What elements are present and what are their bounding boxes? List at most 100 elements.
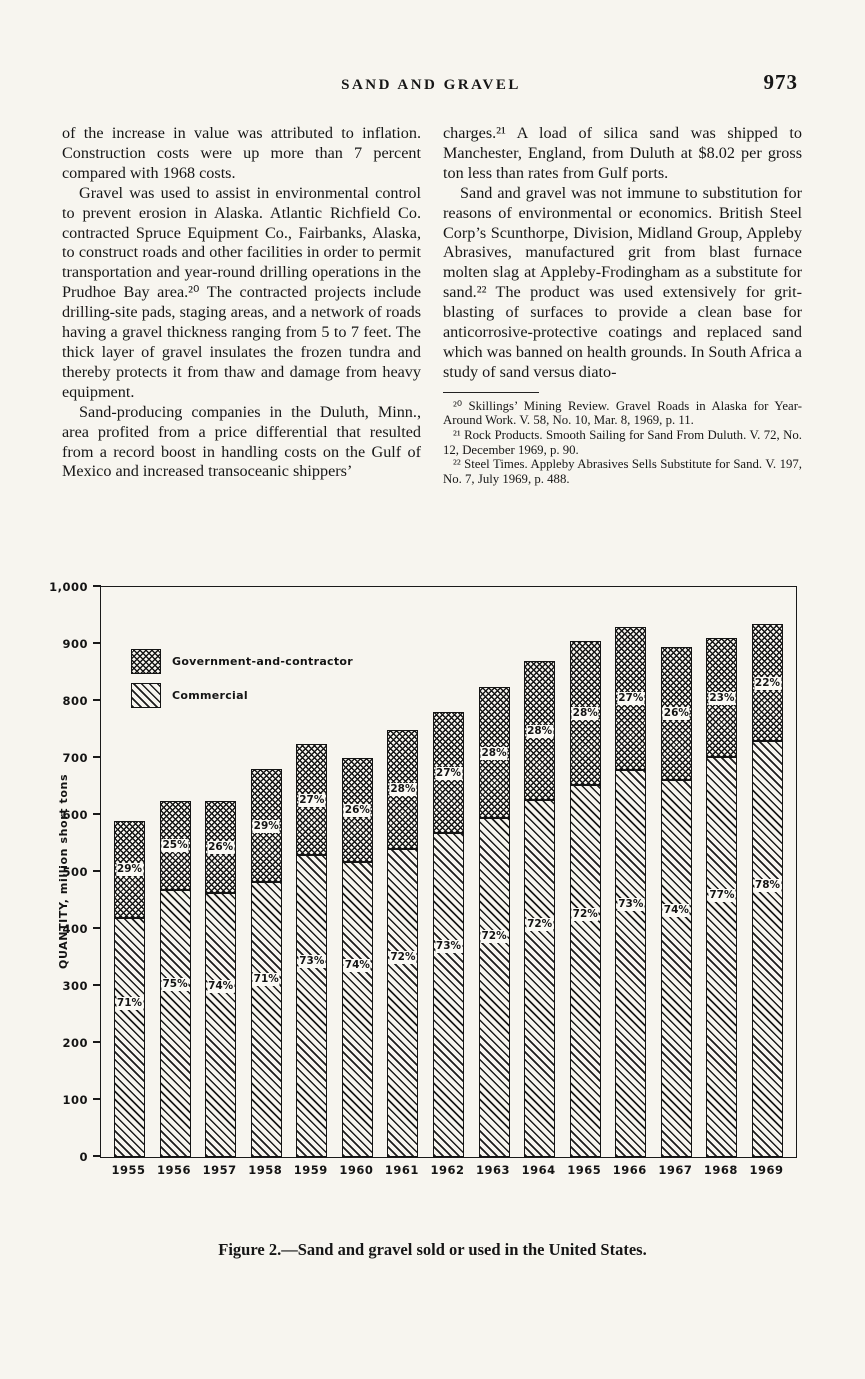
- commercial-percent-label-1958: 71%: [252, 972, 280, 986]
- bar-segment-commercial-1961: [387, 849, 419, 1157]
- commercial-percent-label-1956: 75%: [161, 977, 189, 991]
- x-tick-label: 1967: [658, 1163, 693, 1177]
- y-tick-label: 800: [62, 694, 88, 708]
- y-tick-label: 900: [62, 637, 88, 651]
- y-tick-mark: [93, 1041, 101, 1043]
- commercial-percent-label-1962: 73%: [434, 939, 463, 953]
- x-tick-label: 1957: [202, 1163, 237, 1177]
- bar-segment-commercial-1956: [159, 889, 191, 1157]
- figure-caption: Figure 2.—Sand and gravel sold or used i…: [218, 1240, 647, 1259]
- bar-segment-commercial-1969: [752, 741, 783, 1157]
- commercial-percent-label-1960: 74%: [343, 959, 371, 973]
- x-tick-label: 1955: [111, 1163, 146, 1177]
- commercial-percent-label-1957: 74%: [207, 980, 235, 994]
- diagonal-hatch-swatch-icon: [131, 683, 161, 708]
- legend-item-government: Government-and-contractor: [131, 649, 353, 674]
- page-number: 973: [763, 70, 798, 94]
- y-tick-mark: [93, 699, 101, 701]
- government-percent-label-1962: 27%: [434, 766, 463, 780]
- x-tick-label: 1966: [612, 1163, 647, 1177]
- y-tick-mark: [93, 756, 101, 758]
- x-tick-label: 1956: [157, 1163, 192, 1177]
- y-tick-label: 500: [62, 865, 88, 879]
- footnote: ²² Steel Times. Appleby Abrasives Sells …: [443, 457, 802, 486]
- commercial-percent-label-1963: 72%: [480, 930, 508, 944]
- y-tick-mark: [93, 642, 101, 644]
- government-percent-label-1955: 29%: [115, 863, 144, 877]
- footnote: ²¹ Rock Products. Smooth Sailing for San…: [443, 427, 802, 457]
- government-percent-label-1959: 27%: [298, 793, 326, 807]
- y-tick-label: 700: [62, 751, 88, 765]
- footnote: ²⁰ Skillings’ Mining Review. Gravel Road…: [443, 398, 802, 428]
- bar-segment-commercial-1966: [615, 769, 647, 1157]
- y-tick-mark: [93, 1155, 101, 1157]
- paragraph: Sand and gravel was not immune to substi…: [443, 183, 802, 381]
- y-tick-label: 1,000: [49, 580, 88, 594]
- right-column: charges.²¹ A load of silica sand was shi…: [443, 124, 802, 486]
- page-header: SAND AND GRAVEL 973: [62, 70, 800, 94]
- y-tick-label: 300: [62, 979, 88, 993]
- y-tick-label: 200: [62, 1036, 88, 1050]
- crosshatch-swatch-icon: [131, 649, 161, 674]
- government-percent-label-1964: 28%: [526, 724, 554, 738]
- plot-area: Government-and-contractor Commercial 29%…: [100, 586, 797, 1158]
- government-percent-label-1967: 26%: [662, 707, 690, 721]
- paragraph: of the increase in value was attributed …: [62, 124, 421, 182]
- y-tick-mark: [93, 813, 101, 815]
- government-percent-label-1969: 22%: [753, 676, 782, 690]
- commercial-percent-label-1959: 73%: [298, 954, 326, 968]
- text-columns: of the increase in value was attributed …: [62, 124, 802, 486]
- government-percent-label-1958: 29%: [252, 819, 280, 833]
- y-tick-label: 600: [62, 808, 88, 822]
- government-percent-label-1960: 26%: [343, 803, 371, 817]
- bar-segment-commercial-1959: [296, 855, 328, 1157]
- running-title: SAND AND GRAVEL: [341, 77, 521, 93]
- government-percent-label-1968: 23%: [708, 691, 736, 705]
- x-tick-label: 1959: [293, 1163, 328, 1177]
- x-tick-label: 1968: [703, 1163, 738, 1177]
- bar-segment-commercial-1967: [660, 779, 692, 1157]
- x-tick-label: 1963: [476, 1163, 511, 1177]
- bar-segment-commercial-1960: [341, 861, 373, 1157]
- bar-segment-commercial-1955: [114, 918, 145, 1157]
- paragraph: Gravel was used to assist in environment…: [62, 183, 421, 401]
- bar-segment-commercial-1958: [250, 881, 282, 1157]
- x-axis-labels: 1955 1956 1957 1958 1959 1960 1961 1962 1963 1964…: [100, 1163, 795, 1183]
- commercial-percent-label-1965: 72%: [571, 908, 599, 921]
- commercial-percent-label-1968: 77%: [708, 889, 736, 903]
- y-tick-mark: [93, 927, 101, 929]
- x-tick-label: 1961: [384, 1163, 419, 1177]
- bar-segment-commercial-1957: [205, 893, 237, 1157]
- bar-segment-commercial-1962: [433, 832, 464, 1157]
- bar-segment-commercial-1965: [569, 785, 601, 1157]
- y-tick-label: 0: [79, 1150, 88, 1164]
- left-column: of the increase in value was attributed …: [62, 124, 421, 486]
- commercial-percent-label-1961: 72%: [389, 950, 417, 964]
- x-tick-label: 1969: [749, 1163, 784, 1177]
- y-tick-label: 100: [62, 1093, 88, 1107]
- x-tick-label: 1965: [567, 1163, 602, 1177]
- figure-2-chart: QUANTITY, million short tons 0 100 200 300 4…: [49, 580, 815, 1198]
- government-percent-label-1957: 26%: [207, 840, 235, 854]
- commercial-percent-label-1964: 72%: [526, 917, 554, 931]
- y-tick-mark: [93, 1098, 101, 1100]
- commercial-percent-label-1969: 78%: [753, 878, 782, 892]
- legend-label: Government-and-contractor: [172, 655, 354, 668]
- government-percent-label-1961: 28%: [389, 783, 417, 797]
- x-tick-label: 1958: [248, 1163, 283, 1177]
- legend-label: Commercial: [172, 689, 248, 702]
- x-tick-label: 1964: [521, 1163, 556, 1177]
- y-tick-label: 400: [62, 922, 88, 936]
- x-tick-label: 1962: [430, 1163, 465, 1177]
- y-tick-mark: [93, 585, 101, 587]
- paragraph: charges.²¹ A load of silica sand was shi…: [443, 124, 802, 182]
- y-tick-mark: [93, 984, 101, 986]
- footnote-rule: [443, 391, 539, 393]
- y-tick-mark: [93, 870, 101, 872]
- chart-legend: Government-and-contractor Commercial: [131, 649, 353, 717]
- commercial-percent-label-1955: 71%: [115, 996, 144, 1010]
- bar-segment-commercial-1968: [706, 757, 738, 1157]
- bar-segment-commercial-1964: [524, 800, 556, 1157]
- commercial-percent-label-1966: 73%: [617, 897, 645, 911]
